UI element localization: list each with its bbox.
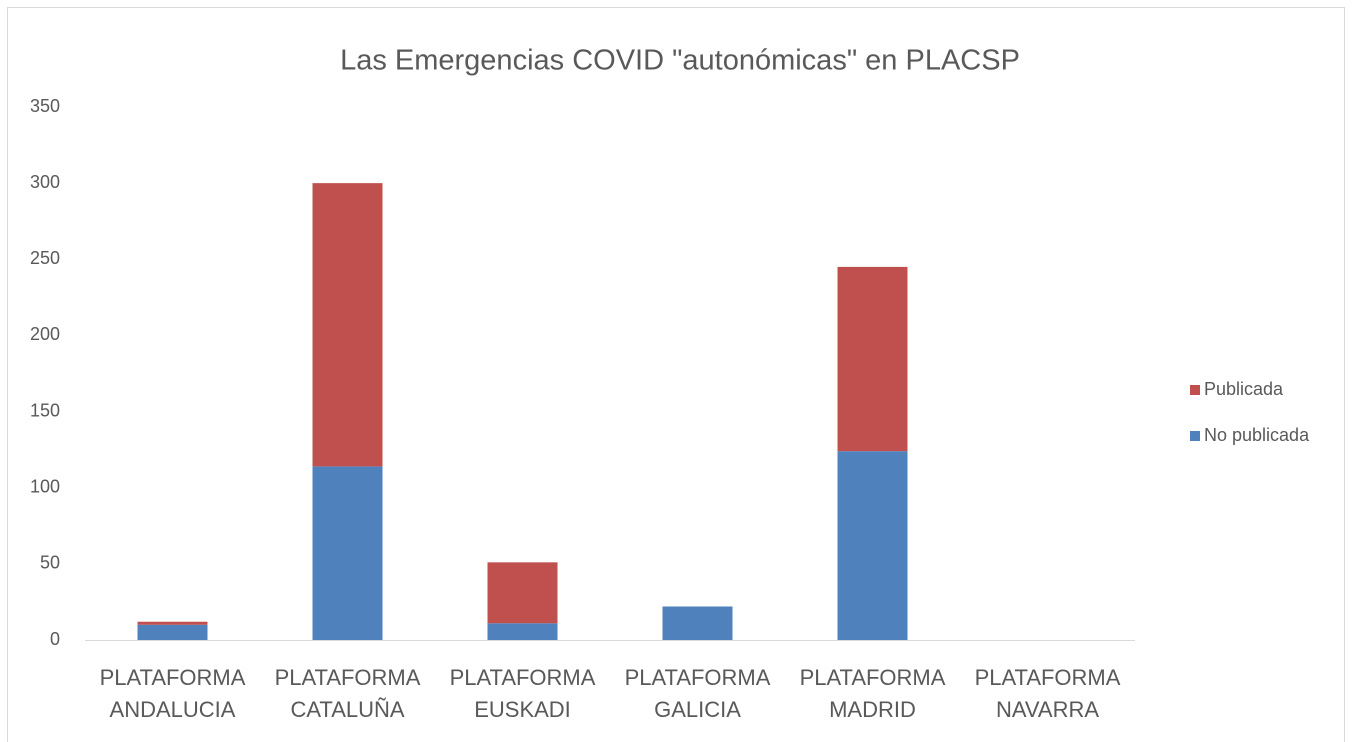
legend-swatch <box>1190 431 1200 441</box>
x-tick-label: PLATAFORMA EUSKADI <box>449 665 596 722</box>
y-tick-label: 300 <box>30 172 60 192</box>
chart-border <box>7 7 1345 742</box>
legend-label: No publicada <box>1204 425 1310 445</box>
bar <box>487 623 558 640</box>
bar <box>312 183 383 467</box>
legend-label: Publicada <box>1204 379 1284 399</box>
x-tick-label: PLATAFORMA CATALUÑA <box>274 665 421 722</box>
y-tick-label: 150 <box>30 400 60 420</box>
x-tick-label: PLATAFORMA NAVARRA <box>974 665 1121 722</box>
legend-swatch <box>1190 385 1200 395</box>
y-tick-label: 350 <box>30 96 60 116</box>
y-tick-label: 100 <box>30 476 60 496</box>
bar <box>662 606 733 640</box>
chart-title: Las Emergencias COVID "autonómicas" en P… <box>340 45 1020 77</box>
bar <box>312 466 383 640</box>
y-tick-label: 200 <box>30 324 60 344</box>
y-tick-label: 50 <box>40 553 60 573</box>
bar <box>837 266 908 452</box>
bar <box>137 624 208 640</box>
y-tick-label: 0 <box>50 629 60 649</box>
x-tick-label: PLATAFORMA ANDALUCIA <box>99 665 246 722</box>
x-tick-label: PLATAFORMA MADRID <box>799 665 946 722</box>
bar <box>137 621 208 625</box>
bar <box>487 562 558 624</box>
y-tick-label: 250 <box>30 248 60 268</box>
bar <box>837 451 908 640</box>
x-tick-label: PLATAFORMA GALICIA <box>624 665 771 722</box>
